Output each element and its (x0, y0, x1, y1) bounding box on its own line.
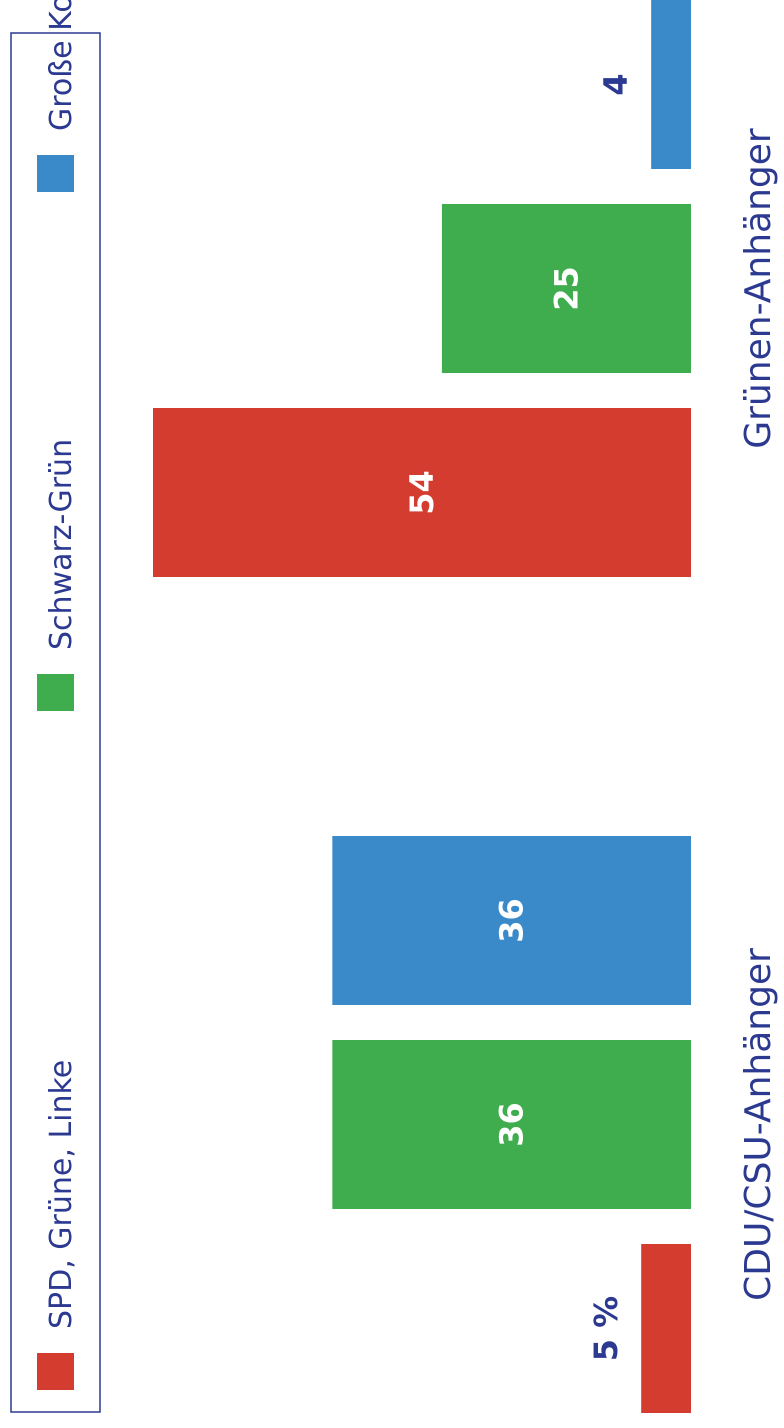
bar-spd-grüne-linke-cdu-csu-anhänger (641, 1244, 691, 1413)
legend-frame (10, 32, 101, 1413)
value-label-große-koalition-cdu-csu-anhänger: 36 (493, 898, 531, 943)
legend: SPD, Grüne, Linke Schwarz-Grün Große Koali… (10, 0, 101, 1413)
bar-schwarz-grün-cdu-csu-anhänger (332, 1040, 691, 1209)
plot-area: 5 % 36 36 54 25 4 (153, 0, 691, 1413)
category-label-grünen-anhänger: Grünen-Anhänger (738, 128, 779, 449)
category-label-cdu-csu-anhänger: CDU/CSU-Anhänger (738, 948, 779, 1301)
value-label-spd-grüne-linke-cdu-csu-anhänger: 5 % (587, 1296, 625, 1361)
category-labels: CDU/CSU-Anhänger Grünen-Anhänger (738, 128, 779, 1301)
bar-schwarz-grün-grünen-anhänger (441, 204, 691, 373)
legend-label-große-koalition: Große Koalition (44, 0, 79, 131)
legend-swatch-schwarz-grün (37, 674, 74, 711)
value-label-schwarz-grün-grünen-anhänger: 25 (547, 266, 585, 311)
legend-swatch-spd-grüne-linke (37, 1353, 74, 1390)
value-label-spd-grüne-linke-grünen-anhänger: 54 (403, 470, 441, 515)
bar-große-koalition-grünen-anhänger (651, 0, 691, 169)
bar-spd-grüne-linke-grünen-anhänger (153, 408, 691, 577)
value-label-große-koalition-grünen-anhänger: 4 (597, 73, 635, 95)
legend-label-spd-grüne-linke: SPD, Grüne, Linke (44, 1060, 79, 1329)
legend-label-schwarz-grün: Schwarz-Grün (44, 439, 79, 650)
legend-swatch-große-koalition (37, 155, 74, 192)
value-label-schwarz-grün-cdu-csu-anhänger: 36 (493, 1102, 531, 1147)
bar-große-koalition-cdu-csu-anhänger (332, 836, 691, 1005)
